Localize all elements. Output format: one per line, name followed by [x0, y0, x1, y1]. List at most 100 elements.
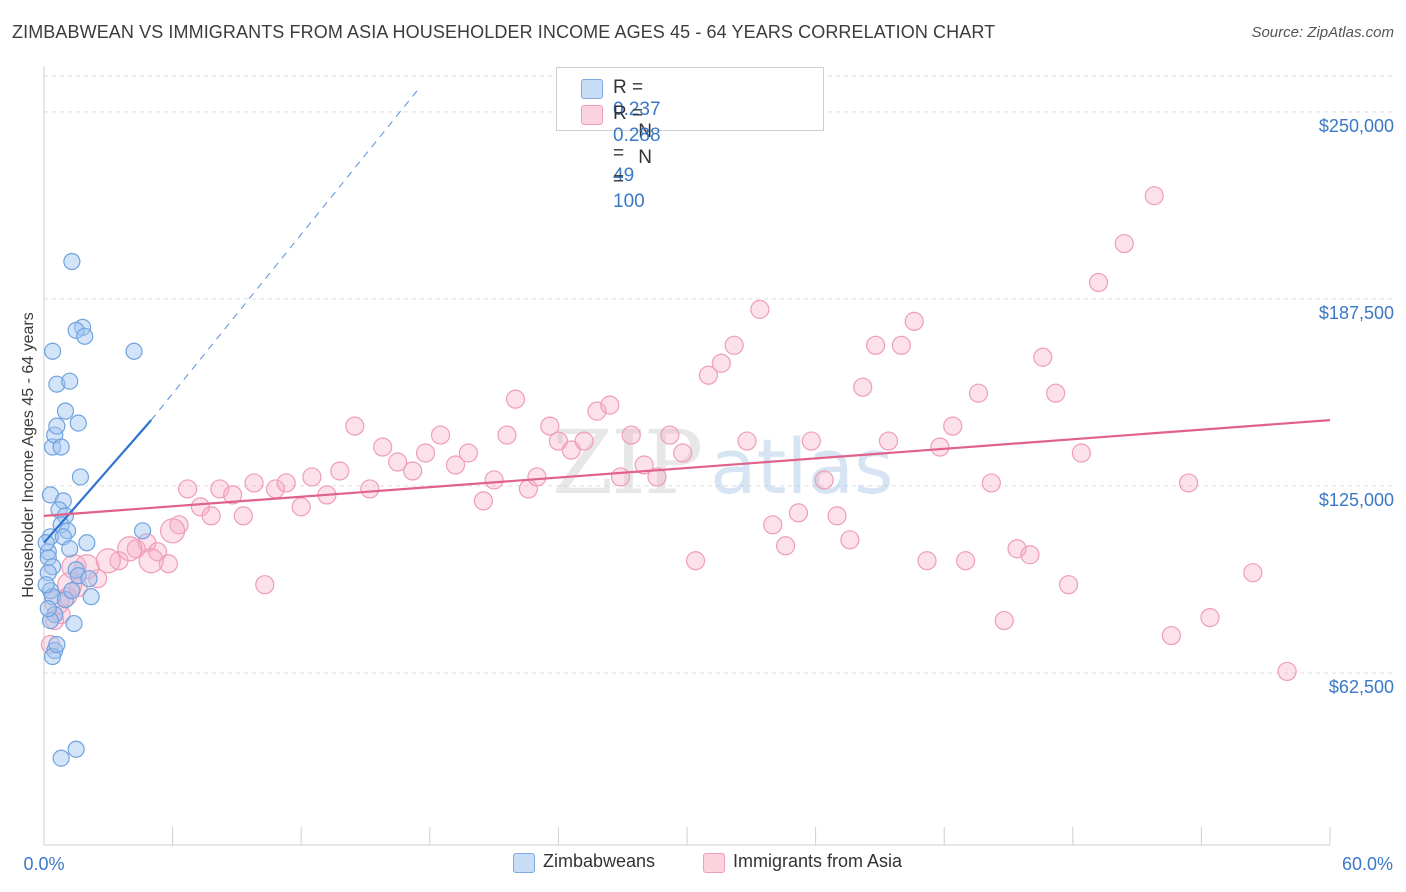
legend-n-value: 100 [613, 191, 645, 212]
legend-n-label: N = [613, 121, 653, 164]
y-tick-label: $62,500 [1329, 677, 1394, 697]
point-zimbabweans [63, 582, 81, 600]
point-asia [647, 467, 667, 487]
x-tick-label-end: 60.0% [1342, 854, 1393, 874]
point-asia [403, 461, 423, 481]
point-asia [737, 431, 757, 451]
point-asia [930, 437, 950, 457]
y-axis-label: Householder Income Ages 45 - 64 years [20, 312, 37, 598]
point-zimbabweans [52, 438, 70, 456]
stats-legend: R = 0.237 N = 49 R = 0.288 N = 100 [556, 67, 824, 212]
point-asia [330, 461, 350, 481]
point-asia [95, 548, 121, 574]
point-asia [1144, 186, 1164, 206]
point-asia [1178, 473, 1199, 493]
point-zimbabweans [37, 576, 55, 594]
y-tick-label: $250,000 [1319, 116, 1394, 136]
point-asia [458, 443, 478, 463]
bottom-legend-label: Immigrants from Asia [733, 851, 903, 871]
point-asia [255, 575, 275, 595]
point-asia [1020, 545, 1040, 565]
axes [43, 66, 1331, 846]
point-asia [610, 467, 631, 487]
point-zimbabweans [61, 372, 79, 390]
trend-line-asia [43, 419, 1331, 517]
point-asia [1033, 347, 1053, 367]
point-asia [904, 311, 924, 331]
point-asia [827, 506, 847, 526]
point-zimbabweans [56, 591, 75, 609]
watermark-zip: ZIP [552, 411, 701, 514]
point-asia [388, 452, 408, 472]
point-zimbabweans [48, 635, 66, 654]
point-zimbabweans [56, 402, 75, 420]
point-asia [891, 335, 911, 355]
point-asia [360, 479, 380, 499]
point-zimbabweans [52, 749, 70, 767]
point-zimbabweans [71, 468, 90, 486]
grid-lines [44, 75, 1396, 674]
trend-line-zimbabweans-extension [150, 90, 418, 421]
point-asia [345, 416, 365, 436]
point-asia [445, 455, 466, 475]
point-zimbabweans [63, 252, 81, 271]
point-asia [917, 551, 937, 571]
point-zimbabweans [82, 588, 100, 606]
point-asia [201, 506, 221, 526]
y-tick-label: $125,000 [1319, 490, 1394, 510]
point-asia [1200, 607, 1220, 628]
point-asia [956, 551, 976, 571]
point-asia [415, 443, 436, 463]
point-asia [74, 554, 100, 580]
point-asia [685, 551, 706, 571]
point-zimbabweans [48, 375, 66, 393]
point-zimbabweans [43, 342, 62, 360]
tick-labels: $62,500 $125,000 $187,500 $250,000 0.0% 60.0% [23, 116, 1394, 874]
bottom-legend-swatch-pink [703, 853, 725, 873]
point-asia [233, 506, 253, 526]
point-asia [223, 485, 243, 505]
point-asia [994, 610, 1014, 631]
watermark: ZIP atlas [552, 411, 894, 514]
bottom-legend-label: Zimbabweans [543, 851, 656, 871]
point-zimbabweans [67, 740, 85, 758]
point-zimbabweans [133, 522, 152, 540]
point-asia [750, 299, 770, 319]
point-asia [574, 431, 594, 451]
point-asia [801, 431, 821, 451]
watermark-atlas: atlas [710, 422, 894, 511]
point-asia [138, 548, 164, 574]
series-immigrants-from-asia [40, 186, 1297, 682]
point-asia [291, 497, 311, 517]
point-asia [711, 353, 731, 373]
legend-r-label: R = [613, 103, 644, 124]
point-asia [244, 473, 264, 493]
point-asia [634, 455, 654, 475]
point-asia [1114, 233, 1134, 254]
point-zimbabweans [76, 327, 94, 345]
point-asia [763, 515, 783, 535]
point-asia [276, 473, 296, 493]
point-asia [1243, 563, 1263, 583]
point-zimbabweans [67, 321, 85, 339]
point-asia [673, 443, 693, 463]
point-asia [1071, 443, 1091, 463]
legend-r-value: 0.237 [613, 99, 661, 120]
point-asia [1277, 661, 1297, 682]
point-asia [814, 470, 834, 490]
point-asia [1088, 272, 1109, 293]
point-asia [160, 518, 186, 544]
point-asia [943, 416, 963, 436]
point-asia [1161, 625, 1181, 646]
chart-title: ZIMBABWEAN VS IMMIGRANTS FROM ASIA HOUSE… [12, 22, 996, 42]
point-asia [178, 479, 198, 499]
point-asia [1046, 383, 1066, 403]
legend-n-value: 49 [613, 165, 635, 186]
point-asia [968, 383, 989, 403]
point-asia [660, 425, 680, 445]
point-asia [373, 437, 393, 457]
legend-swatch-blue [581, 79, 603, 99]
legend-r-value: 0.288 [613, 125, 661, 146]
point-asia [44, 590, 70, 616]
